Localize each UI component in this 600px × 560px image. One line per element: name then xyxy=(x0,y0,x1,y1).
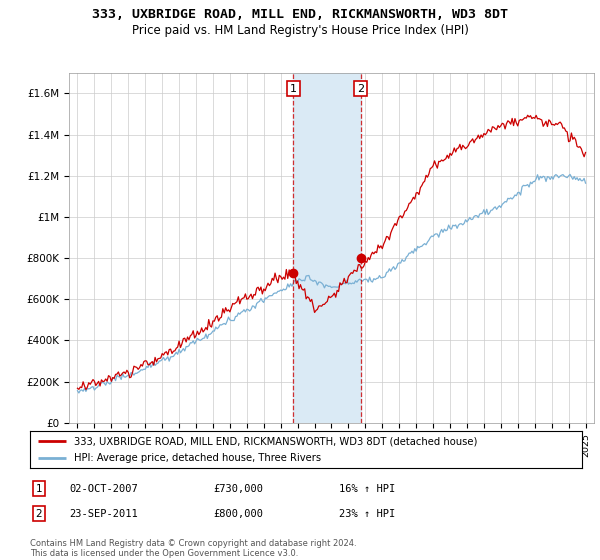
Text: 1: 1 xyxy=(290,83,297,94)
Text: 23-SEP-2011: 23-SEP-2011 xyxy=(69,508,138,519)
Text: 333, UXBRIDGE ROAD, MILL END, RICKMANSWORTH, WD3 8DT: 333, UXBRIDGE ROAD, MILL END, RICKMANSWO… xyxy=(92,8,508,21)
Text: 1: 1 xyxy=(35,484,43,494)
Text: £800,000: £800,000 xyxy=(213,508,263,519)
Text: 16% ↑ HPI: 16% ↑ HPI xyxy=(339,484,395,494)
Text: Contains HM Land Registry data © Crown copyright and database right 2024.
This d: Contains HM Land Registry data © Crown c… xyxy=(30,539,356,558)
Text: 23% ↑ HPI: 23% ↑ HPI xyxy=(339,508,395,519)
Text: 2: 2 xyxy=(35,508,43,519)
Text: HPI: Average price, detached house, Three Rivers: HPI: Average price, detached house, Thre… xyxy=(74,453,321,463)
Text: 333, UXBRIDGE ROAD, MILL END, RICKMANSWORTH, WD3 8DT (detached house): 333, UXBRIDGE ROAD, MILL END, RICKMANSWO… xyxy=(74,436,478,446)
Text: 02-OCT-2007: 02-OCT-2007 xyxy=(69,484,138,494)
Bar xyxy=(293,73,361,423)
Text: £730,000: £730,000 xyxy=(213,484,263,494)
Text: 2: 2 xyxy=(357,83,364,94)
Text: Price paid vs. HM Land Registry's House Price Index (HPI): Price paid vs. HM Land Registry's House … xyxy=(131,24,469,37)
